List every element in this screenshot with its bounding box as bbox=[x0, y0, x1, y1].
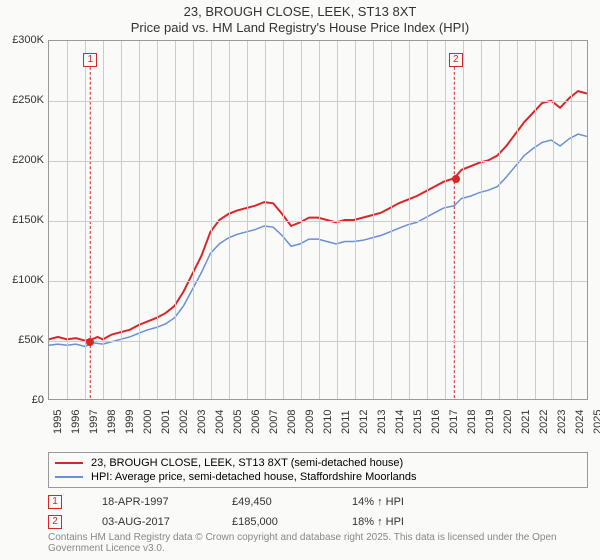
marker-row: 1 18-APR-1997 £49,450 14% ↑ HPI bbox=[48, 492, 404, 512]
x-axis-label: 2010 bbox=[322, 410, 334, 434]
y-axis-label: £250K bbox=[12, 94, 44, 106]
marker-price: £49,450 bbox=[232, 496, 312, 508]
y-axis-label: £150K bbox=[12, 214, 44, 226]
marker-price: £185,000 bbox=[232, 516, 312, 528]
x-axis-label: 2017 bbox=[448, 410, 460, 434]
chart-marker-box: 1 bbox=[83, 53, 97, 67]
y-axis-label: £100K bbox=[12, 274, 44, 286]
x-axis-label: 2003 bbox=[196, 410, 208, 434]
marker-box-icon: 2 bbox=[48, 515, 62, 529]
title-block: 23, BROUGH CLOSE, LEEK, ST13 8XT Price p… bbox=[0, 0, 600, 35]
marker-table: 1 18-APR-1997 £49,450 14% ↑ HPI 2 03-AUG… bbox=[48, 492, 404, 532]
x-axis-label: 2019 bbox=[484, 410, 496, 434]
x-axis-label: 2001 bbox=[160, 410, 172, 434]
x-axis-label: 2025 bbox=[592, 410, 600, 434]
marker-row: 2 03-AUG-2017 £185,000 18% ↑ HPI bbox=[48, 512, 404, 532]
x-axis-label: 2015 bbox=[412, 410, 424, 434]
x-axis-label: 2024 bbox=[574, 410, 586, 434]
marker-delta: 14% ↑ HPI bbox=[352, 496, 404, 508]
y-axis-label: £50K bbox=[18, 334, 44, 346]
marker-date: 18-APR-1997 bbox=[102, 496, 192, 508]
x-axis-label: 1997 bbox=[88, 410, 100, 434]
x-axis-label: 2021 bbox=[520, 410, 532, 434]
title-line2: Price paid vs. HM Land Registry's House … bbox=[0, 20, 600, 35]
y-axis-label: £300K bbox=[12, 34, 44, 46]
x-axis-label: 2002 bbox=[178, 410, 190, 434]
x-axis-label: 2011 bbox=[340, 410, 352, 434]
y-axis-label: £200K bbox=[12, 154, 44, 166]
copyright-text: Contains HM Land Registry data © Crown c… bbox=[48, 532, 600, 554]
x-axis-label: 2018 bbox=[466, 410, 478, 434]
x-axis-label: 2004 bbox=[214, 410, 226, 434]
legend: 23, BROUGH CLOSE, LEEK, ST13 8XT (semi-d… bbox=[48, 452, 588, 488]
x-axis-label: 2008 bbox=[286, 410, 298, 434]
title-line1: 23, BROUGH CLOSE, LEEK, ST13 8XT bbox=[0, 4, 600, 19]
x-axis-label: 2020 bbox=[502, 410, 514, 434]
legend-item: 23, BROUGH CLOSE, LEEK, ST13 8XT (semi-d… bbox=[55, 456, 581, 470]
legend-label: 23, BROUGH CLOSE, LEEK, ST13 8XT (semi-d… bbox=[91, 457, 403, 469]
legend-label: HPI: Average price, semi-detached house,… bbox=[91, 471, 417, 483]
x-axis-label: 2006 bbox=[250, 410, 262, 434]
x-axis-label: 1995 bbox=[52, 410, 64, 434]
marker-box-icon: 1 bbox=[48, 495, 62, 509]
x-axis-label: 2005 bbox=[232, 410, 244, 434]
x-axis-label: 2007 bbox=[268, 410, 280, 434]
x-axis-label: 2012 bbox=[358, 410, 370, 434]
x-axis-label: 2022 bbox=[538, 410, 550, 434]
x-axis-label: 2014 bbox=[394, 410, 406, 434]
x-axis-label: 2023 bbox=[556, 410, 568, 434]
legend-swatch bbox=[55, 476, 83, 478]
legend-swatch bbox=[55, 462, 83, 464]
y-axis-label: £0 bbox=[32, 394, 44, 406]
x-axis-label: 2000 bbox=[142, 410, 154, 434]
chart-marker-box: 2 bbox=[449, 53, 463, 67]
x-axis-label: 2016 bbox=[430, 410, 442, 434]
x-axis-label: 1998 bbox=[106, 410, 118, 434]
marker-delta: 18% ↑ HPI bbox=[352, 516, 404, 528]
x-axis-label: 2009 bbox=[304, 410, 316, 434]
chart-lines bbox=[49, 41, 587, 399]
legend-item: HPI: Average price, semi-detached house,… bbox=[55, 470, 581, 484]
x-axis-label: 2013 bbox=[376, 410, 388, 434]
chart-container: 23, BROUGH CLOSE, LEEK, ST13 8XT Price p… bbox=[0, 0, 600, 560]
chart-plot-area: 12 bbox=[48, 40, 588, 400]
marker-date: 03-AUG-2017 bbox=[102, 516, 192, 528]
x-axis-label: 1996 bbox=[70, 410, 82, 434]
x-axis-label: 1999 bbox=[124, 410, 136, 434]
